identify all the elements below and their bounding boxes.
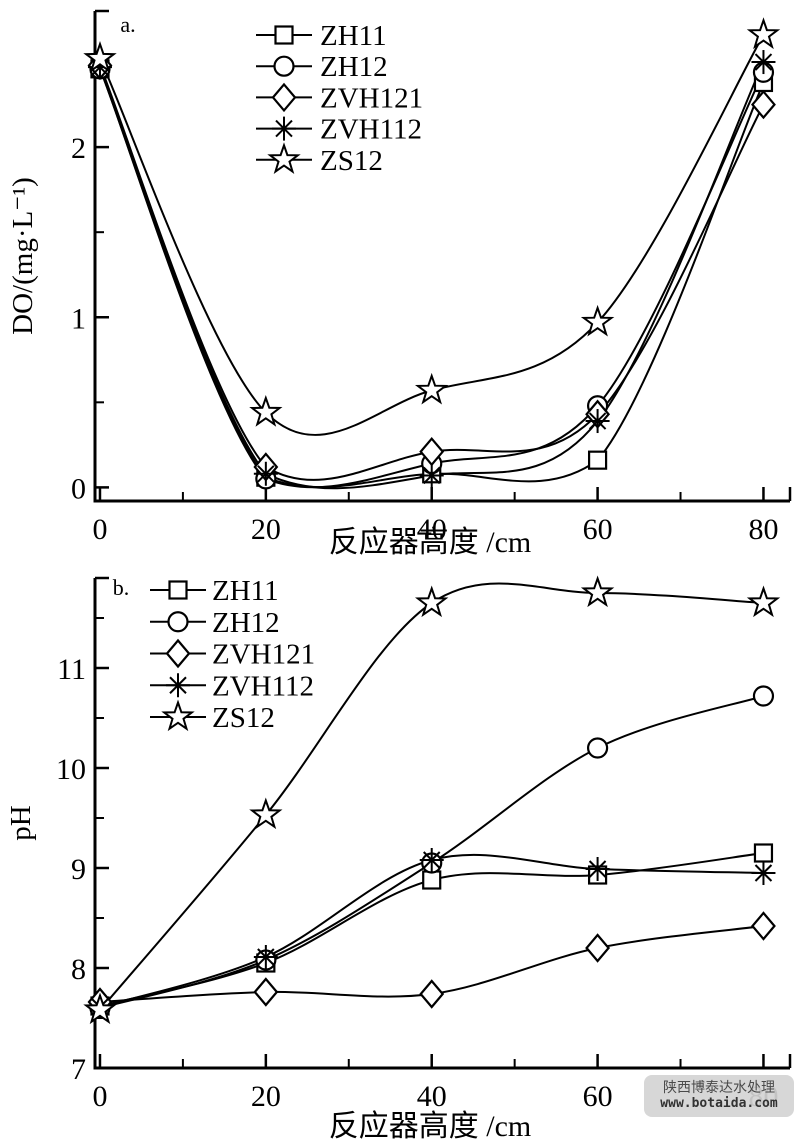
marker-ZS12 [83,41,117,73]
x-tick-label: 0 [92,1080,107,1113]
legend-label-ZS12: ZS12 [212,702,275,734]
marker-ZVH112 [253,461,278,486]
axes [93,9,792,503]
watermark-url-text: www.botaida.com [660,1096,778,1112]
marker-ZVH112 [751,50,776,75]
series-markers [83,17,781,490]
y-tick-label: 8 [71,953,86,986]
curve-ZH11 [99,68,765,488]
marker-ZVH112 [419,463,444,488]
legend-marker-ZVH121 [271,82,297,113]
x-tick-label: 20 [251,1080,281,1113]
marker-ZS12 [415,585,449,618]
x-tick-label: 80 [748,513,778,546]
marker-ZS12 [580,304,615,337]
legend-label-ZVH112: ZVH112 [320,114,422,146]
series-curves [99,34,765,490]
marker-ZH11 [587,450,608,470]
marker-ZS12 [580,575,615,608]
marker-ZH11 [422,870,442,890]
legend-label-ZVH112: ZVH112 [212,670,314,702]
marker-ZVH112 [253,945,278,969]
tick-labels: 0 20 40 60 80 0 1 2 [71,132,778,546]
marker-ZS12 [249,797,283,830]
marker-ZVH121 [585,933,611,963]
series-markers [83,575,781,1025]
legend-marker-ZS12 [161,699,195,732]
y-axis-title: DO/(mg·L⁻¹) [7,177,39,335]
y-tick-label: 7 [71,1053,86,1086]
x-tick-label: 60 [583,1080,613,1113]
marker-ZS12 [83,992,117,1025]
y-tick-label: 1 [71,302,86,335]
marker-ZVH121 [253,977,279,1007]
marker-ZH11 [753,843,774,863]
y-tick-label: 0 [71,472,86,505]
marker-ZS12 [415,372,449,405]
y-tick-label: 9 [71,853,86,886]
marker-ZS12 [249,394,283,427]
legend-label-ZVH121: ZVH121 [212,639,315,671]
x-axis-title: 反应器高度 /cm [329,526,532,559]
x-axis-title: 反应器高度 /cm [329,1110,532,1143]
legend-label-ZH11: ZH11 [320,20,387,52]
marker-ZVH121 [419,979,445,1009]
x-tick-label: 20 [251,513,281,546]
legend-marker-ZH12 [167,611,189,633]
legend-label-ZH12: ZH12 [212,607,280,639]
marker-ZS12 [746,585,781,618]
legend-label-ZVH121: ZVH121 [320,82,423,114]
marker-ZVH121 [751,89,776,120]
watermark-company-text: 陕西博泰达水处理 [663,1079,775,1095]
x-tick-label: 40 [417,1080,447,1113]
marker-ZVH112 [751,861,776,885]
marker-ZVH112 [419,848,444,872]
marker-ZVH112 [585,409,610,434]
panel-label: b. [113,575,130,600]
marker-ZS12 [746,17,781,50]
marker-ZVH121 [751,911,776,941]
legend-marker-ZVH121 [165,638,191,669]
watermark: 陕西博泰达水处理 www.botaida.com [644,1075,794,1118]
curve-ZH12 [99,68,765,489]
curve-ZS12 [99,582,764,1011]
x-tick-label: 60 [583,513,613,546]
x-tick-label: 40 [417,513,447,546]
tick-labels: 0204060807891011 [56,653,778,1113]
series-curves [99,582,764,1011]
legend-marker-ZH11 [274,25,294,45]
curve-ZVH112 [99,61,765,490]
y-tick-label: 10 [56,753,86,786]
marker-ZVH112 [585,857,610,881]
legend-marker-ZH11 [168,580,188,600]
legend-marker-ZS12 [267,142,301,174]
x-tick-label: 0 [92,513,107,546]
legend-label-ZH12: ZH12 [320,51,388,83]
legend-label-ZS12: ZS12 [320,145,383,177]
legend-marker-ZH12 [273,55,295,77]
legend-label-ZH11: ZH11 [212,575,279,607]
marker-ZH12 [752,685,775,707]
y-tick-label: 2 [71,132,86,165]
legend-marker-ZVH112 [166,673,190,698]
y-axis-title: pH [5,805,37,841]
ph-chart-panel-b: 0204060807891011ZH11ZH12ZVH121ZVH112ZS12… [5,575,792,1143]
marker-ZH12 [586,737,609,759]
y-tick-label: 11 [57,653,86,686]
legend-marker-ZVH112 [272,116,296,141]
panel-label: a. [120,12,135,37]
curve-ZVH121 [99,65,765,481]
